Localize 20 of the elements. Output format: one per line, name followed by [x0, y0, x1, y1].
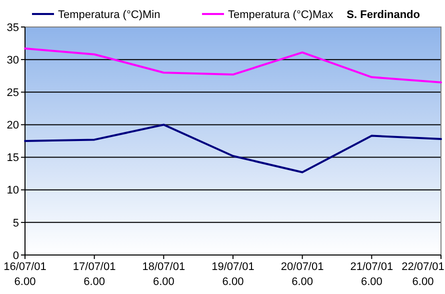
y-tick-label: 0	[12, 250, 19, 262]
line-series	[24, 47, 442, 84]
chart-title: S. Ferdinando	[346, 8, 420, 21]
x-tick-label: 20/07/01 6.00	[280, 261, 324, 288]
y-tick-label: 20	[6, 120, 19, 132]
x-tick-label: 21/07/01 6.00	[350, 261, 394, 288]
y-tick-label: 5	[12, 217, 19, 230]
y-tick-label: 25	[6, 86, 19, 99]
x-tick-label: 18/07/01 6.00	[142, 261, 186, 288]
y-tick-label: 10	[6, 184, 19, 197]
y-tick-label: 35	[6, 22, 19, 34]
x-tick-label: 22/07/01 6.00	[402, 261, 444, 288]
y-tick-label: 15	[6, 152, 19, 164]
line-series	[24, 124, 442, 174]
x-tick-label: 16/07/01 6.00	[4, 261, 46, 288]
y-tick-label: 30	[6, 54, 19, 66]
x-tick-label: 19/07/01 6.00	[212, 261, 254, 288]
legend-label: Temperatura (°C)Min	[58, 8, 160, 21]
x-tick-label: 17/07/01 6.00	[72, 261, 116, 288]
legend-label: Temperatura (°C)Max	[228, 8, 334, 21]
